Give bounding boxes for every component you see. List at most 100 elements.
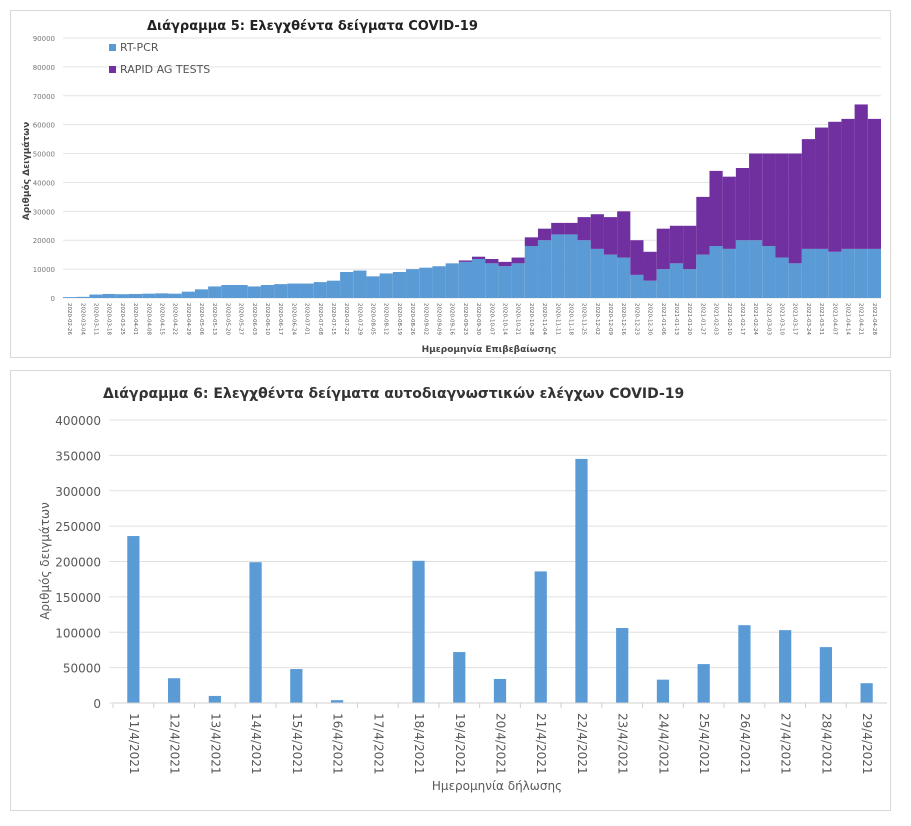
- x-tick-label: 2020-04-22: [172, 303, 178, 335]
- x-tick-label: 2020-08-19: [396, 303, 402, 335]
- bar-rt-pcr: [815, 248, 829, 298]
- bar-rapid-ag: [709, 170, 723, 246]
- y-tick-label: 150000: [55, 591, 101, 605]
- x-tick-label: 27/4/2021: [779, 713, 793, 775]
- x-tick-label: 20/4/2021: [494, 713, 508, 775]
- bar-rt-pcr: [379, 273, 393, 298]
- bar-rt-pcr: [498, 266, 512, 298]
- x-tick-label: 2020-12-02: [594, 303, 600, 335]
- bar: [860, 683, 873, 703]
- bar-rt-pcr: [788, 263, 802, 298]
- y-tick-label: 40000: [33, 179, 55, 187]
- bar-rt-pcr: [142, 293, 156, 298]
- bar-rt-pcr: [801, 248, 816, 298]
- y-tick-label: 300000: [55, 485, 101, 499]
- bar-rt-pcr: [287, 283, 301, 298]
- x-tick-label: 2020-10-07: [488, 303, 494, 335]
- x-tick-label: 2020-12-23: [633, 303, 639, 335]
- x-tick-label: 2020-10-28: [528, 303, 534, 335]
- bar-rt-pcr: [630, 274, 644, 298]
- bar: [819, 647, 833, 703]
- bar-rt-pcr: [669, 263, 684, 298]
- y-tick-label: 0: [93, 697, 101, 711]
- x-tick-label: 2021-03-10: [779, 303, 785, 335]
- bar-rt-pcr: [260, 285, 275, 298]
- x-tick-label: 13/4/2021: [208, 713, 222, 775]
- x-tick-label: 21/4/2021: [534, 713, 548, 775]
- x-tick-label: 2020-07-01: [304, 303, 310, 335]
- bar-rt-pcr: [458, 261, 472, 298]
- bar: [656, 679, 670, 703]
- bar-rapid-ag: [485, 259, 499, 264]
- bar-rt-pcr: [406, 269, 420, 298]
- legend-swatch: [109, 66, 116, 73]
- y-tick-label: 50000: [33, 151, 55, 159]
- x-tick-label: 26/4/2021: [738, 713, 752, 775]
- bar-rt-pcr: [656, 269, 670, 298]
- x-tick-label: 28/4/2021: [819, 713, 833, 775]
- bar-rapid-ag: [537, 228, 552, 241]
- x-tick-label: 11/4/2021: [127, 713, 141, 775]
- bar-rapid-ag: [458, 260, 472, 262]
- x-tick-label: 2020-07-15: [330, 303, 336, 335]
- bar-rt-pcr: [551, 234, 565, 298]
- x-tick-label: 2020-08-05: [370, 303, 376, 335]
- bar-rapid-ag: [551, 222, 565, 235]
- x-tick-label: 2020-04-15: [158, 303, 164, 335]
- bar: [249, 562, 262, 703]
- x-tick-label: 2020-05-20: [224, 303, 230, 335]
- bar-rapid-ag: [722, 176, 736, 249]
- bar-rt-pcr: [524, 246, 538, 298]
- x-tick-label: 2021-03-03: [765, 303, 771, 335]
- bar: [738, 625, 751, 703]
- x-tick-label: 2020-02-26: [66, 303, 72, 335]
- bar-rt-pcr: [313, 282, 327, 298]
- bar: [534, 571, 547, 703]
- bar-rt-pcr: [419, 267, 433, 298]
- bar-rt-pcr: [643, 280, 657, 298]
- bar-rapid-ag: [735, 168, 750, 241]
- bar-rapid-ag: [643, 251, 657, 281]
- y-tick-label: 70000: [33, 93, 55, 101]
- bar-rapid-ag: [669, 225, 684, 264]
- bar: [493, 678, 507, 703]
- bar-rt-pcr: [735, 240, 750, 298]
- bar-rt-pcr: [300, 283, 314, 298]
- x-tick-label: 2020-04-29: [185, 303, 191, 335]
- bar-rapid-ag: [841, 118, 855, 249]
- chart5-svg: Διάγραμμα 5: Ελεγχθέντα δείγματα COVID-1…: [21, 19, 881, 355]
- x-tick-label: 15/4/2021: [290, 713, 304, 775]
- x-tick-label: 29/4/2021: [860, 713, 874, 775]
- x-tick-label: 2020-11-04: [541, 303, 547, 335]
- bar-rt-pcr: [709, 246, 723, 298]
- bar-rapid-ag: [749, 153, 763, 241]
- bar: [167, 678, 181, 703]
- x-tick-label: 2020-11-18: [567, 303, 573, 335]
- y-tick-label: 400000: [55, 414, 101, 428]
- bar-rt-pcr: [155, 293, 169, 298]
- x-tick-label: 2020-03-11: [92, 303, 98, 335]
- x-tick-label: 2020-03-04: [79, 303, 85, 335]
- bar-rapid-ag: [828, 121, 842, 252]
- x-tick-label: 24/4/2021: [656, 713, 670, 775]
- x-axis-label: Ημερομηνία δήλωσης: [432, 779, 562, 793]
- bar-rapid-ag: [617, 211, 631, 258]
- x-tick-label: 2021-02-24: [752, 303, 758, 335]
- bar-rt-pcr: [854, 248, 868, 298]
- y-tick-label: 20000: [33, 237, 55, 245]
- bar-rt-pcr: [683, 269, 697, 298]
- bar-rt-pcr: [115, 294, 129, 298]
- legend-label: RAPID AG TESTS: [120, 63, 210, 76]
- y-tick-label: 100000: [55, 626, 101, 640]
- bar: [290, 669, 303, 703]
- x-tick-label: 18/4/2021: [412, 713, 426, 775]
- y-tick-label: 80000: [33, 64, 55, 72]
- bar-rt-pcr: [194, 289, 209, 298]
- bar-rt-pcr: [89, 294, 103, 298]
- bar-rt-pcr: [537, 240, 552, 298]
- bar-rt-pcr: [181, 291, 195, 298]
- x-tick-label: 2021-03-24: [805, 303, 811, 335]
- x-tick-label: 2021-01-27: [699, 303, 705, 335]
- bar-rt-pcr: [775, 257, 789, 298]
- bar-rt-pcr: [76, 296, 90, 298]
